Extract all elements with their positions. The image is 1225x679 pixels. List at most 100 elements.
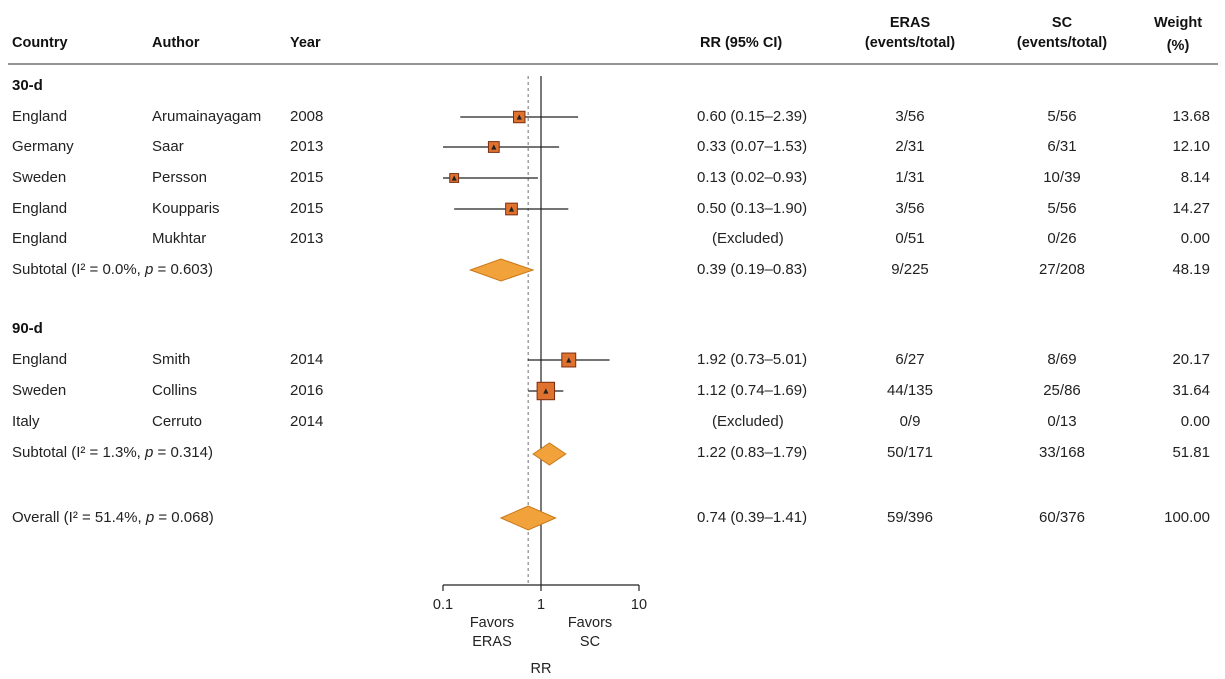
rr-ci-cell: 0.74 (0.39–1.41) [697,509,808,526]
favors-sc-label: Favors [568,615,612,631]
group-label-30d: 30-d [12,77,43,94]
eras-events-cell: 6/27 [895,351,925,368]
author-cell: Koupparis [152,200,220,217]
author-cell: Arumainayagam [152,108,262,125]
author-cell: Saar [152,138,184,155]
sc-events-cell: 25/86 [1043,382,1081,399]
rr-ci-cell: 1.92 (0.73–5.01) [697,351,808,368]
point-estimate-marker [566,357,572,363]
header-rr: RR (95% CI) [700,35,783,51]
x-tick-label: 10 [631,597,647,613]
sc-events-cell: 5/56 [1047,108,1077,125]
sc-events-cell: 33/168 [1039,444,1085,461]
header-year: Year [290,35,321,51]
country-cell: Sweden [12,169,67,186]
rr-ci-cell: 0.39 (0.19–0.83) [697,261,808,278]
eras-events-cell: 0/9 [899,413,921,430]
country-cell: England [12,230,68,247]
sc-events-cell: 60/376 [1039,509,1085,526]
year-cell: 2015 [290,200,324,217]
subtotal-diamond [468,258,535,282]
rr-ci-cell: 0.13 (0.02–0.93) [697,169,808,186]
header-author: Author [152,35,200,51]
x-axis-label: RR [531,661,552,677]
eras-events-cell: 59/396 [887,509,933,526]
author-cell: Smith [152,351,191,368]
point-estimate-marker [516,114,522,120]
eras-events-cell: 9/225 [891,261,929,278]
favors-eras-label: Favors [470,615,514,631]
author-cell: Persson [152,169,208,186]
x-tick-label: 0.1 [433,597,453,613]
eras-events-cell: 0/51 [895,230,925,247]
header-sc-line2: (events/total) [1016,35,1108,51]
sc-events-cell: 27/208 [1039,261,1085,278]
country-cell: England [12,200,68,217]
weight-cell: 12.10 [1172,138,1210,155]
country-cell: England [12,108,68,125]
sc-events-cell: 0/26 [1047,230,1077,247]
rr-ci-cell: 1.12 (0.74–1.69) [697,382,808,399]
x-tick-label: 1 [537,597,545,613]
sc-events-cell: 5/56 [1047,200,1077,217]
point-estimate-marker [508,206,515,212]
weight-cell: 20.17 [1172,351,1210,368]
author-cell: Collins [152,382,198,399]
subtotal-diamond [532,442,567,466]
point-estimate-marker [543,388,549,394]
year-cell: 2016 [290,382,324,399]
weight-cell: 0.00 [1180,230,1210,247]
eras-events-cell: 3/56 [895,200,925,217]
overall-diamond [499,505,557,531]
rr-ci-cell: (Excluded) [712,413,784,430]
weight-cell: 13.68 [1172,108,1210,125]
country-cell: Germany [12,138,74,155]
weight-cell: 8.14 [1180,169,1210,186]
header-weight-line2: (%) [1166,38,1190,54]
favors-sc-label: SC [580,634,600,650]
header-eras-line1: ERAS [889,15,931,31]
header-weight-line1: Weight [1153,15,1203,31]
plot-marks [443,110,610,531]
author-cell: Cerruto [152,413,203,430]
weight-cell: 48.19 [1172,261,1210,278]
weight-cell: 14.27 [1172,200,1210,217]
x-axis: 0.1 1 10 Favors ERAS Favors SC RR [433,584,647,677]
sc-events-cell: 6/31 [1047,138,1077,155]
year-cell: 2014 [290,413,324,430]
rr-ci-cell: 0.33 (0.07–1.53) [697,138,808,155]
header-sc-line1: SC [1051,15,1073,31]
eras-events-cell: 1/31 [895,169,925,186]
point-estimate-marker [491,144,497,150]
rr-ci-cell: 0.60 (0.15–2.39) [697,108,808,125]
subtotal-label: Subtotal (I² = 1.3%, p = 0.314) [12,444,213,461]
reference-lines [527,76,542,585]
weight-cell: 31.64 [1172,382,1210,399]
year-cell: 2013 [290,138,324,155]
subtotal-label: Subtotal (I² = 0.0%, p = 0.603) [12,261,213,278]
year-cell: 2014 [290,351,324,368]
sc-events-cell: 10/39 [1043,169,1081,186]
eras-events-cell: 44/135 [887,382,933,399]
rr-ci-cell: 1.22 (0.83–1.79) [697,444,808,461]
point-estimate-marker [451,175,457,181]
weight-cell: 100.00 [1164,509,1210,526]
eras-events-cell: 3/56 [895,108,925,125]
favors-eras-label: ERAS [472,634,512,650]
rr-ci-cell: 0.50 (0.13–1.90) [697,200,808,217]
author-cell: Mukhtar [152,230,207,247]
country-cell: Sweden [12,382,67,399]
header-country: Country [12,35,68,51]
sc-events-cell: 8/69 [1047,351,1077,368]
header-eras-line2: (events/total) [864,35,956,51]
weight-cell: 0.00 [1180,413,1210,430]
group-label-90d: 90-d [12,320,43,337]
eras-events-cell: 50/171 [887,444,933,461]
year-cell: 2008 [290,108,324,125]
year-cell: 2013 [290,230,324,247]
rr-ci-cell: (Excluded) [712,230,784,247]
country-cell: Italy [12,413,40,430]
country-cell: England [12,351,68,368]
sc-events-cell: 0/13 [1047,413,1077,430]
